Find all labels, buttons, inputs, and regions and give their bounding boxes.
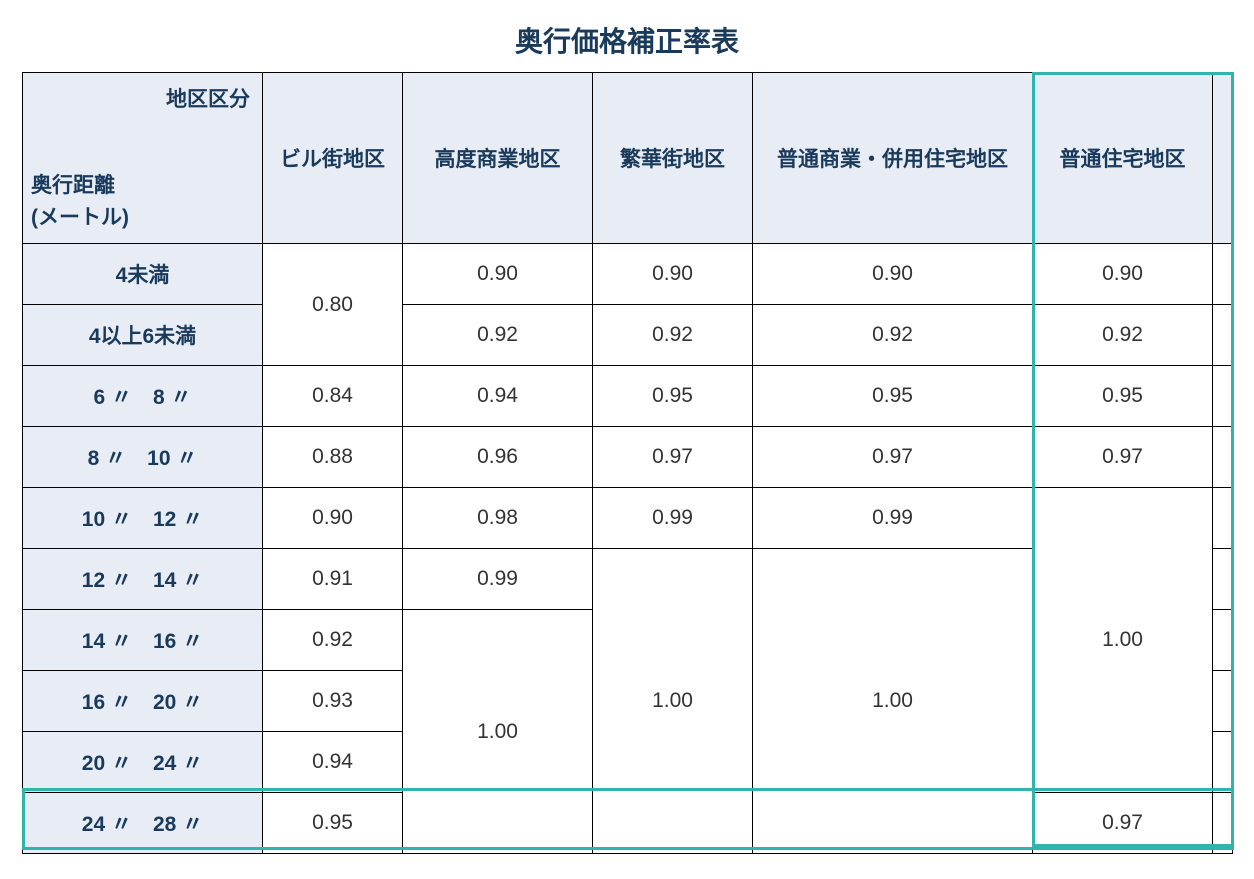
cell: 0.98 [403, 488, 593, 549]
cell [1213, 549, 1233, 610]
cell: 0.88 [263, 427, 403, 488]
cell: 0.90 [403, 244, 593, 305]
cell [1213, 488, 1233, 549]
col-header-1: ビル街地区 [263, 73, 403, 244]
row-label: 6 〃 8 〃 [23, 366, 263, 427]
cell [1213, 610, 1233, 671]
table-row: 4以上6未満 0.92 0.92 0.92 0.92 [23, 305, 1233, 366]
cell: 0.90 [1033, 244, 1213, 305]
table-wrap: 地区区分 奥行距離 (メートル) ビル街地区 高度商業地区 繁華街地区 普通商業… [22, 72, 1232, 854]
cell: 0.80 [263, 244, 403, 366]
table-row: 8 〃 10 〃 0.88 0.96 0.97 0.97 0.97 [23, 427, 1233, 488]
col-header-5: 普通住宅地区 [1033, 73, 1213, 244]
cell: 0.95 [1033, 366, 1213, 427]
cell: 1.00 [403, 610, 593, 854]
cell: 0.90 [263, 488, 403, 549]
cell: 0.95 [263, 793, 403, 854]
table-title: 奥行価格補正率表 [20, 20, 1234, 60]
corner-top-label: 地区区分 [166, 83, 250, 113]
cell [1213, 732, 1233, 793]
cell: 0.92 [593, 305, 753, 366]
cell [1213, 427, 1233, 488]
cell: 0.95 [753, 366, 1033, 427]
row-label: 4未満 [23, 244, 263, 305]
cell: 0.90 [753, 244, 1033, 305]
cell: 0.97 [1033, 427, 1213, 488]
cell: 0.97 [753, 427, 1033, 488]
cell [1213, 366, 1233, 427]
cell: 0.93 [263, 671, 403, 732]
corner-bottom-label: 奥行距離 (メートル) [31, 170, 129, 233]
cell: 0.91 [263, 549, 403, 610]
cell: 0.99 [403, 549, 593, 610]
cell [1213, 305, 1233, 366]
table-row: 6 〃 8 〃 0.84 0.94 0.95 0.95 0.95 [23, 366, 1233, 427]
cell: 0.92 [753, 305, 1033, 366]
cell: 0.90 [593, 244, 753, 305]
cell: 0.94 [403, 366, 593, 427]
cell: 0.94 [263, 732, 403, 793]
row-label: 14 〃 16 〃 [23, 610, 263, 671]
cell: 1.00 [593, 549, 753, 854]
row-label: 24 〃 28 〃 [23, 793, 263, 854]
cell: 0.92 [1033, 305, 1213, 366]
col-header-2: 高度商業地区 [403, 73, 593, 244]
row-label: 4以上6未満 [23, 305, 263, 366]
header-row: 地区区分 奥行距離 (メートル) ビル街地区 高度商業地区 繁華街地区 普通商業… [23, 73, 1233, 244]
correction-rate-table: 地区区分 奥行距離 (メートル) ビル街地区 高度商業地区 繁華街地区 普通商業… [22, 72, 1233, 854]
row-label: 10 〃 12 〃 [23, 488, 263, 549]
cell: 0.92 [403, 305, 593, 366]
cell [1213, 671, 1233, 732]
cell: 0.99 [593, 488, 753, 549]
cell: 0.92 [263, 610, 403, 671]
corner-cell: 地区区分 奥行距離 (メートル) [23, 73, 263, 244]
row-label: 20 〃 24 〃 [23, 732, 263, 793]
cell: 1.00 [1033, 488, 1213, 793]
cell: 0.96 [403, 427, 593, 488]
cell: 1.00 [753, 549, 1033, 854]
cell [1213, 244, 1233, 305]
table-row: 4未満 0.80 0.90 0.90 0.90 0.90 [23, 244, 1233, 305]
cell: 0.84 [263, 366, 403, 427]
col-header-4: 普通商業・併用住宅地区 [753, 73, 1033, 244]
cell: 0.99 [753, 488, 1033, 549]
cell [1213, 793, 1233, 854]
col-header-gutter [1213, 73, 1233, 244]
table-row: 10 〃 12 〃 0.90 0.98 0.99 0.99 1.00 [23, 488, 1233, 549]
row-label: 12 〃 14 〃 [23, 549, 263, 610]
col-header-3: 繁華街地区 [593, 73, 753, 244]
row-label: 16 〃 20 〃 [23, 671, 263, 732]
cell: 0.97 [593, 427, 753, 488]
cell: 0.97 [1033, 793, 1213, 854]
cell: 0.95 [593, 366, 753, 427]
row-label: 8 〃 10 〃 [23, 427, 263, 488]
